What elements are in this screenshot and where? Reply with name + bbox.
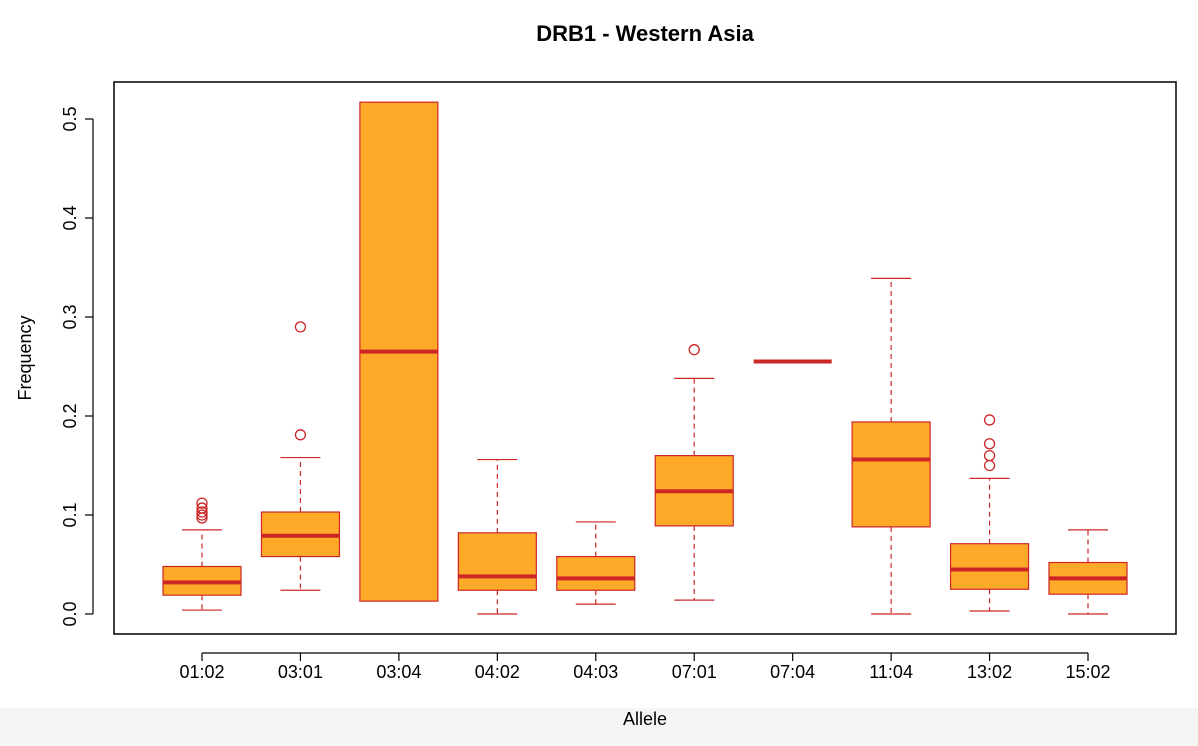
iqr-box [851, 421, 931, 528]
x-tick-label: 07:01 [672, 662, 717, 682]
x-tick-label: 04:03 [573, 662, 618, 682]
iqr-box [949, 543, 1030, 590]
boxes-group [162, 101, 1128, 615]
box-03-04 [359, 101, 439, 602]
x-tick-label: 11:04 [869, 662, 913, 682]
iqr-box [457, 532, 537, 591]
box-01-02 [162, 497, 242, 611]
box-13-02 [949, 414, 1030, 612]
box-15-02 [1048, 529, 1128, 615]
bottom-band [0, 708, 1198, 746]
outlier-point [983, 449, 996, 462]
outlier-point [983, 414, 996, 426]
outlier-point [983, 438, 996, 450]
x-axis: 01:02 03:01 03:04 04:02 04:03 07:01 07:04 11:04… [179, 652, 1111, 682]
box-11-04 [851, 277, 931, 615]
outlier-point [983, 459, 996, 472]
x-tick-label: 13:02 [967, 662, 1012, 682]
x-axis-label: Allele [623, 709, 667, 729]
y-tick-label: 0.1 [60, 502, 80, 527]
y-tick-label: 0.4 [60, 205, 80, 230]
iqr-box [556, 555, 636, 591]
outlier-point [294, 321, 307, 333]
plot-frame [113, 81, 1177, 635]
y-axis-label: Frequency [15, 315, 35, 400]
outlier-point [196, 497, 208, 509]
x-tick-label: 15:02 [1065, 662, 1110, 682]
outlier-point [196, 502, 208, 514]
x-tick-label: 03:04 [376, 662, 421, 682]
outlier-point [196, 509, 208, 521]
chart-title: DRB1 - Western Asia [536, 21, 754, 46]
x-tick-label: 03:01 [278, 662, 323, 682]
box-04-02 [457, 458, 537, 615]
y-axis: 0.0 0.1 0.2 0.3 0.4 0.5 [60, 106, 94, 627]
box-07-01 [654, 344, 734, 601]
y-tick-label: 0.2 [60, 403, 80, 428]
box-03-01 [260, 321, 341, 591]
box-04-03 [556, 521, 636, 605]
outlier-point [688, 344, 700, 356]
y-tick-label: 0.3 [60, 304, 80, 329]
x-tick-label: 01:02 [179, 662, 224, 682]
x-tick-label: 07:04 [770, 662, 815, 682]
y-tick-label: 0.0 [60, 601, 80, 626]
outlier-point [294, 429, 307, 441]
outlier-point [196, 506, 208, 518]
y-tick-label: 0.5 [60, 106, 80, 131]
x-tick-label: 04:02 [475, 662, 520, 682]
